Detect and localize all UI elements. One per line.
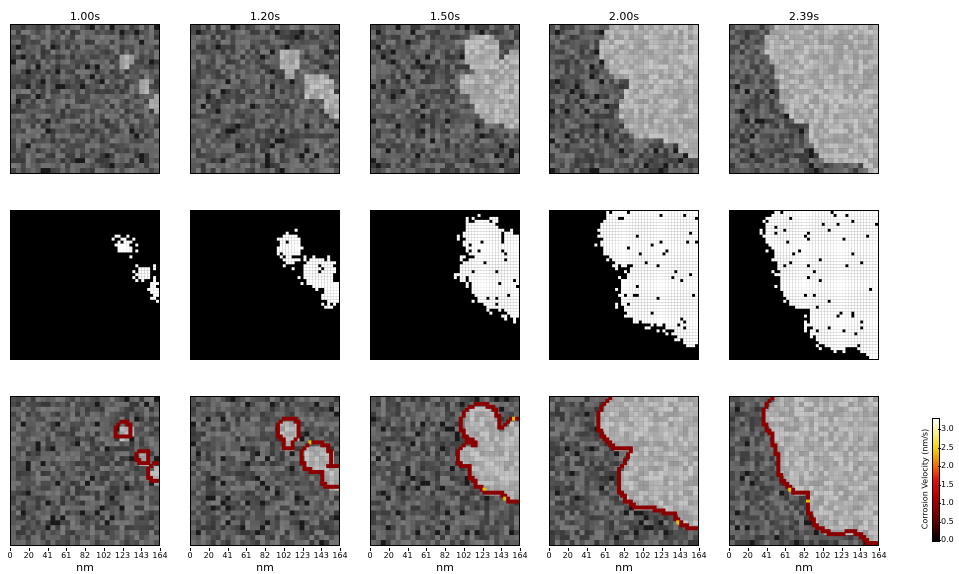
microscopy-image-4: [550, 25, 698, 173]
microscopy-image-panel-4: [549, 24, 699, 174]
x-tick-label: 61: [61, 551, 71, 560]
colorbar-tick: 0.5: [941, 517, 954, 526]
x-tick-label: 143: [853, 551, 868, 560]
x-tick-label: 102: [815, 551, 830, 560]
x-tick-label: 123: [115, 551, 130, 560]
microscopy-image-5: [730, 25, 878, 173]
binary-mask-panel-2: [190, 210, 340, 360]
x-tick-label: 143: [314, 551, 329, 560]
x-tick-label: 41: [581, 551, 591, 560]
x-tick-label: 0: [726, 551, 731, 560]
x-tick-label: 102: [96, 551, 111, 560]
x-tick-label: 0: [367, 551, 372, 560]
x-tick-label: 102: [456, 551, 471, 560]
velocity-overlay-3: [371, 397, 519, 545]
x-tick-label: 61: [600, 551, 610, 560]
colorbar-label: Corrosion Velocity (nm/s): [921, 429, 930, 529]
column-title-5: 2.39s: [729, 10, 879, 23]
x-tick-label: 82: [799, 551, 809, 560]
x-tick-label: 164: [332, 551, 347, 560]
x-tick-label: 123: [475, 551, 490, 560]
binary-mask-3: [371, 211, 519, 359]
x-tick-label: 123: [834, 551, 849, 560]
x-tick-label: 82: [80, 551, 90, 560]
x-tick-label: 102: [635, 551, 650, 560]
x-axis-label-2: nm: [190, 561, 340, 574]
x-tick-label: 20: [743, 551, 753, 560]
binary-mask-panel-3: [370, 210, 520, 360]
colorbar-tick: 3.0: [941, 424, 954, 433]
column-title-4: 2.00s: [549, 10, 699, 23]
x-tick-label: 61: [421, 551, 431, 560]
colorbar-tick: 2.0: [941, 461, 954, 470]
x-axis-label-4: nm: [549, 561, 699, 574]
x-tick-label: 20: [563, 551, 573, 560]
x-tick-label: 123: [654, 551, 669, 560]
x-tick-label: 143: [673, 551, 688, 560]
microscopy-image-panel-2: [190, 24, 340, 174]
colorbar-tick: 0.0: [941, 535, 954, 544]
microscopy-image-1: [11, 25, 159, 173]
velocity-overlay-panel-4: [549, 396, 699, 546]
velocity-overlay-2: [191, 397, 339, 545]
x-tick-label: 164: [152, 551, 167, 560]
binary-mask-panel-4: [549, 210, 699, 360]
x-axis-label-5: nm: [729, 561, 879, 574]
x-tick-label: 20: [384, 551, 394, 560]
x-tick-label: 61: [780, 551, 790, 560]
column-title-3: 1.50s: [370, 10, 520, 23]
x-tick-label: 41: [761, 551, 771, 560]
x-tick-label: 41: [222, 551, 232, 560]
colorbar: [932, 418, 940, 542]
colorbar-tick: 1.5: [941, 480, 954, 489]
x-tick-label: 164: [871, 551, 886, 560]
x-tick-label: 20: [204, 551, 214, 560]
binary-mask-5: [730, 211, 878, 359]
x-tick-label: 0: [546, 551, 551, 560]
x-tick-label: 102: [276, 551, 291, 560]
microscopy-image-3: [371, 25, 519, 173]
x-tick-label: 143: [134, 551, 149, 560]
column-title-2: 1.20s: [190, 10, 340, 23]
x-tick-label: 20: [24, 551, 34, 560]
x-tick-label: 164: [691, 551, 706, 560]
x-tick-label: 41: [42, 551, 52, 560]
binary-mask-panel-1: [10, 210, 160, 360]
microscopy-image-panel-3: [370, 24, 520, 174]
binary-mask-panel-5: [729, 210, 879, 360]
x-axis-label-3: nm: [370, 561, 520, 574]
x-tick-label: 41: [402, 551, 412, 560]
binary-mask-1: [11, 211, 159, 359]
x-tick-label: 164: [512, 551, 527, 560]
binary-mask-4: [550, 211, 698, 359]
x-tick-label: 123: [295, 551, 310, 560]
velocity-overlay-panel-1: [10, 396, 160, 546]
velocity-overlay-1: [11, 397, 159, 545]
microscopy-image-2: [191, 25, 339, 173]
velocity-overlay-4: [550, 397, 698, 545]
microscopy-image-panel-1: [10, 24, 160, 174]
x-axis-label-1: nm: [10, 561, 160, 574]
velocity-overlay-5: [730, 397, 878, 545]
x-tick-label: 0: [7, 551, 12, 560]
microscopy-image-panel-5: [729, 24, 879, 174]
x-tick-label: 61: [241, 551, 251, 560]
x-tick-label: 82: [619, 551, 629, 560]
velocity-overlay-panel-3: [370, 396, 520, 546]
x-tick-label: 143: [494, 551, 509, 560]
x-tick-label: 0: [187, 551, 192, 560]
x-tick-label: 82: [260, 551, 270, 560]
velocity-overlay-panel-5: [729, 396, 879, 546]
x-tick-label: 82: [440, 551, 450, 560]
binary-mask-2: [191, 211, 339, 359]
colorbar-tick: 2.5: [941, 443, 954, 452]
colorbar-tick: 1.0: [941, 498, 954, 507]
column-title-1: 1.00s: [10, 10, 160, 23]
velocity-overlay-panel-2: [190, 396, 340, 546]
